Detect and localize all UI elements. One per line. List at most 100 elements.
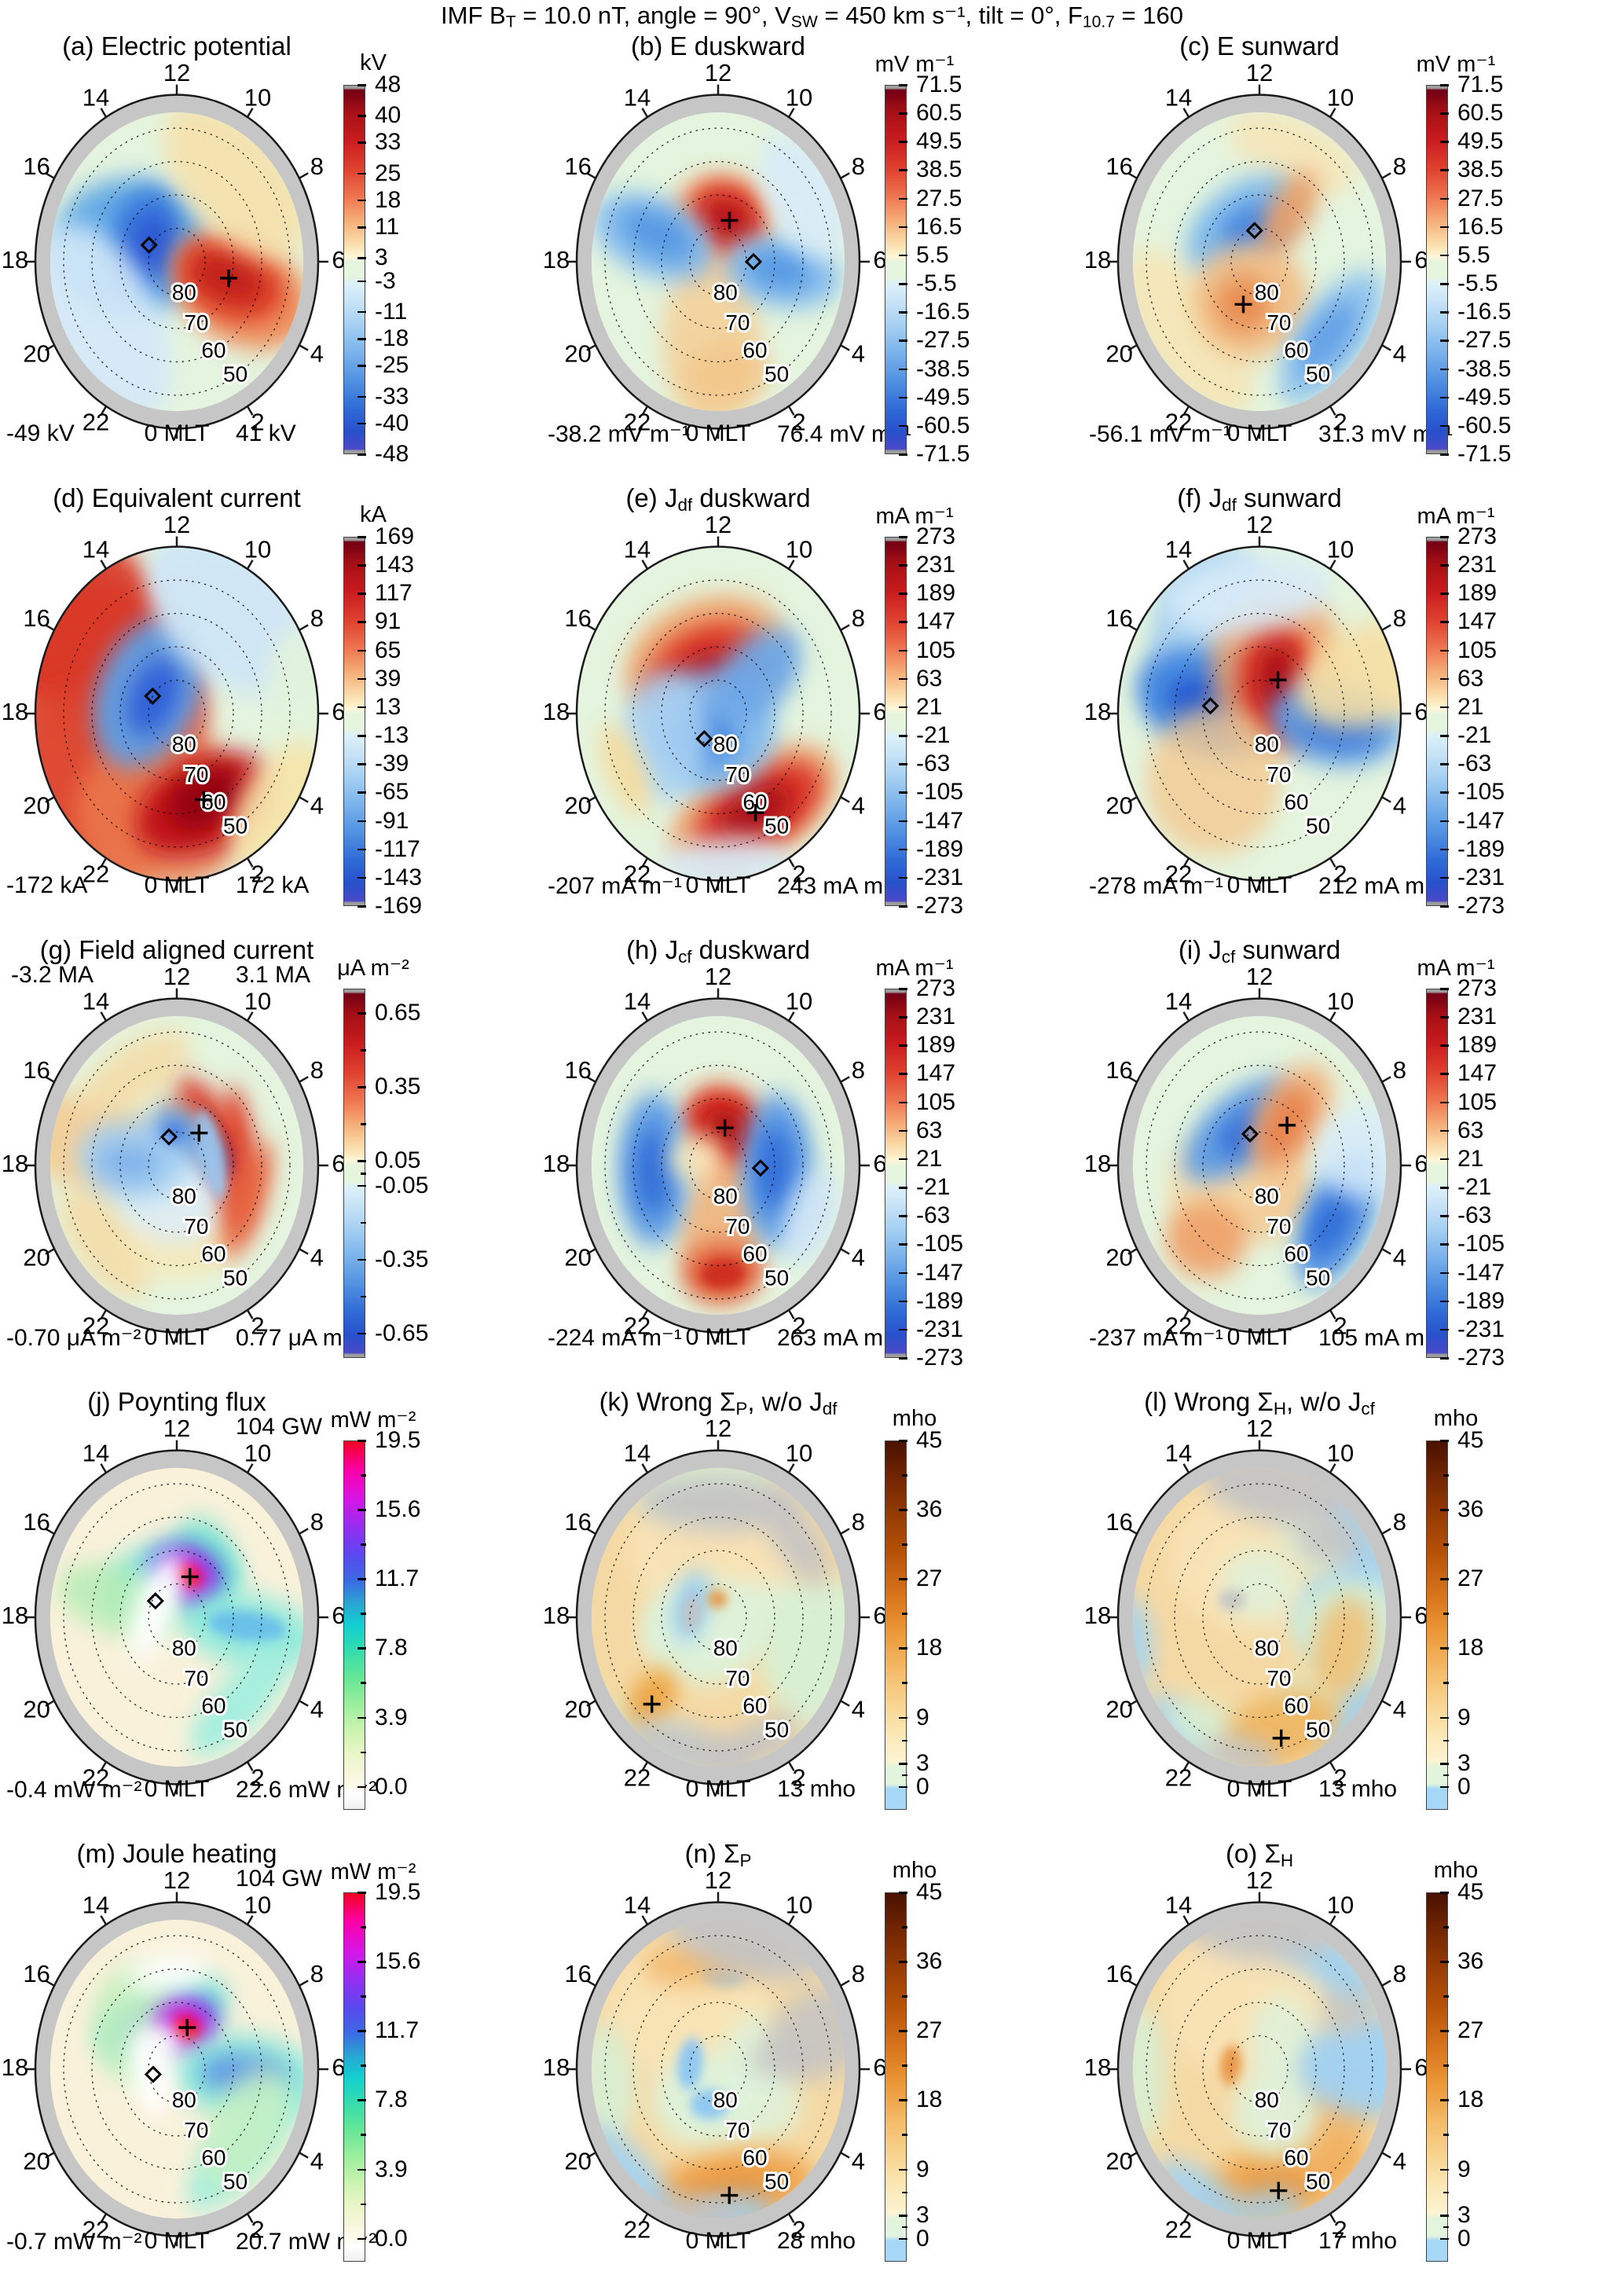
colorbar-tick (357, 1012, 366, 1015)
mlt-tick (641, 108, 649, 118)
colorbar-minor-tick (361, 1123, 366, 1125)
plus-marker (190, 1124, 208, 1142)
mlt-tick (1182, 560, 1190, 570)
colorbar-minor-tick (1443, 2134, 1449, 2136)
mlt-tick (586, 344, 596, 351)
lat-label: 50 (223, 814, 247, 839)
mlt-tick (586, 1528, 596, 1535)
mlt-tick (45, 344, 55, 351)
mlt-label: 2 (251, 409, 264, 436)
colorbar-tick (1440, 1578, 1449, 1580)
diamond-marker (144, 687, 162, 705)
panel-title: (j) Poynting flux (0, 1387, 354, 1417)
lat-label: 70 (725, 762, 750, 787)
colorbar-tick (1440, 311, 1449, 314)
colorbar-tick-label: 63 (1457, 1117, 1484, 1143)
colorbar-tick-label: 105 (916, 637, 956, 663)
mlt-tick (100, 406, 108, 416)
figure-title: IMF BT = 10.0 nT, angle = 90°, VSW = 450… (0, 2, 1624, 32)
colorbar-tick (357, 536, 366, 538)
max-annotation: 13 mho (1318, 1776, 1398, 1802)
lat-label: 70 (184, 1666, 208, 1690)
latitude-ring (690, 681, 746, 747)
text-token: (o) Σ (1225, 1839, 1281, 1868)
colorbar-tick (357, 791, 366, 794)
panel-j: (j) Poynting flux 104 GW 12 14 16 18 20 22 2 4 6 8 1… (0, 1385, 541, 1837)
colorbar-tick (1440, 848, 1449, 851)
mlt-tick (1182, 1463, 1190, 1473)
colorbar-tick-label: 3.9 (375, 1704, 408, 1730)
text-token: (e) J (625, 483, 678, 512)
mlt-tick (299, 1700, 309, 1707)
mlt-label: 18 (2, 1150, 28, 1177)
colorbar-tick-label: -189 (916, 835, 964, 862)
min-annotation: -207 mA m⁻¹ (548, 873, 682, 899)
mlt-label: 14 (624, 536, 651, 563)
mlt-tick (100, 108, 108, 118)
mlt-label: 8 (1393, 1960, 1406, 1987)
colorbar-tick (899, 706, 907, 709)
panel-title: (e) Jdf duskward (541, 483, 895, 516)
mlt-label: 16 (23, 1056, 49, 1084)
zero-mlt-label: 0 MLT (1226, 1776, 1292, 1802)
colorbar: mho 45 36 27 18 9 3 0 (885, 1406, 1081, 1830)
colorbar-minor-tick (902, 1682, 907, 1684)
colorbar-tick-label: 18 (916, 1635, 943, 1661)
colorbar: μA m⁻² 0.65 0.35 0.05 -0.05 -0.35 -0.65 (337, 954, 540, 1378)
min-annotation: -0.4 mW m⁻² (6, 1777, 142, 1803)
colorbar-gradient (1426, 1892, 1448, 2262)
mlt-label: 4 (852, 1243, 865, 1271)
text-token: (i) J (1178, 935, 1222, 964)
colorbar-tick-label: 5.5 (916, 241, 949, 268)
colorbar-tick (899, 453, 907, 456)
mlt-tick (840, 1700, 850, 1707)
mlt-label: 6 (1414, 698, 1428, 725)
text-token: (h) J (626, 935, 679, 964)
mlt-label: 8 (1393, 1508, 1406, 1536)
mlt-tick (1127, 1528, 1138, 1535)
mlt-tick (1329, 406, 1336, 416)
mlt-label: 12 (163, 511, 190, 538)
mlt-label: 12 (1246, 59, 1273, 86)
colorbar-gradient (885, 1892, 907, 2262)
mlt-label: 8 (1393, 152, 1406, 180)
latitude-ring (662, 195, 775, 328)
contour-cell (651, 2195, 746, 2219)
mlt-tick (586, 624, 596, 631)
colorbar-tick-label: 27 (916, 1565, 943, 1592)
colorbar-tick (1440, 1440, 1449, 1442)
mlt-tick (641, 857, 649, 868)
mlt-tick (299, 1980, 309, 1987)
diamond-marker (140, 236, 158, 254)
colorbar-tick-label: 147 (916, 608, 956, 635)
mlt-label: 2 (251, 861, 264, 888)
colorbar-tick-label: -13 (375, 722, 409, 749)
latitude-ring (120, 1551, 233, 1684)
mlt-label: 16 (23, 1508, 49, 1536)
contour-cell (1188, 1919, 1338, 1962)
latitude-ring (1146, 1936, 1373, 2203)
latitude-ring (605, 128, 831, 395)
lat-label: 70 (1267, 310, 1291, 335)
diamond-marker (751, 1159, 770, 1177)
colorbar-unit: mA m⁻¹ (1417, 504, 1495, 529)
colorbar-tick-label: 0 (916, 2225, 929, 2251)
colorbar-tick (1440, 2099, 1449, 2101)
mlt-tick (246, 857, 254, 868)
mlt-label: 16 (23, 152, 49, 180)
colorbar-tick-label: 189 (1457, 1032, 1498, 1059)
mlt-tick (1182, 1915, 1190, 1925)
text-token: (k) Wrong Σ (599, 1387, 736, 1416)
text-token: IMF B (441, 2, 506, 29)
mlt-tick (1381, 1700, 1391, 1707)
colorbar-tick-label: 15.6 (375, 1948, 421, 1975)
plus-marker (716, 1119, 734, 1137)
mlt-label: 4 (310, 1695, 324, 1723)
mlt-tick (299, 796, 309, 803)
colorbar-gradient (343, 1440, 365, 1810)
colorbar-tick-label: 38.5 (1457, 156, 1504, 183)
lat-label: 50 (1306, 1718, 1330, 1742)
colorbar-tick-label: -63 (1457, 1202, 1492, 1229)
text-token: (f) J (1177, 483, 1223, 512)
